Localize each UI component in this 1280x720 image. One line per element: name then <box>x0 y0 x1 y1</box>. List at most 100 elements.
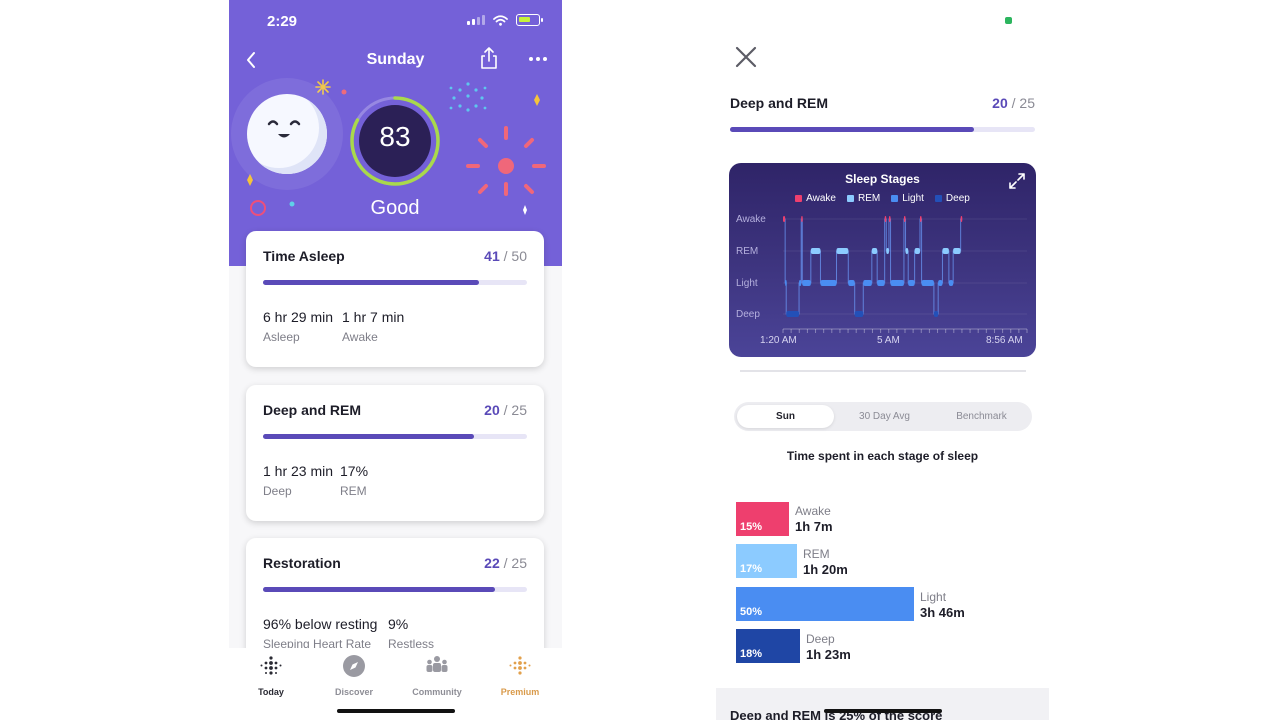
status-time: 2:29 <box>267 13 298 30</box>
deep-stat: 1 hr 23 min Deep <box>263 463 334 498</box>
close-button[interactable] <box>734 45 758 69</box>
awake-stat: 1 hr 7 min Awake <box>342 309 405 344</box>
stage-segment-rem <box>836 248 849 254</box>
segment-sun[interactable]: Sun <box>737 405 834 428</box>
chart-scrubber[interactable] <box>740 370 1026 372</box>
stage-segment-awake <box>888 216 891 222</box>
status-bar: 2:29 <box>229 0 562 44</box>
segment-30-day-avg[interactable]: 30 Day Avg <box>859 411 910 422</box>
more-options-button[interactable] <box>525 46 551 72</box>
card-title: Deep and REM <box>263 402 362 418</box>
close-icon <box>735 46 757 68</box>
tab-community[interactable]: Community <box>395 654 479 697</box>
stage-segment-awake <box>960 216 963 222</box>
stage-time-rem: 1h 20m <box>803 562 848 577</box>
battery-icon <box>516 14 543 26</box>
confetti-decoration <box>247 79 546 216</box>
x-tick-end: 8:56 AM <box>986 335 1023 346</box>
sleep-stages-plot <box>782 216 1028 333</box>
restless-stat: 9% Restless <box>388 616 435 651</box>
legend-light: Light <box>891 193 924 204</box>
legend-rem: REM <box>847 193 880 204</box>
deep-and-rem-card[interactable]: Deep and REM 20 / 25 1 hr 23 min Deep 17… <box>246 385 544 521</box>
card-score: 20 / 25 <box>484 402 527 418</box>
y-tick-deep: Deep <box>736 309 760 320</box>
compass-icon <box>343 655 365 677</box>
detail-score: 20 / 25 <box>992 95 1035 111</box>
stage-name-deep: Deep <box>806 632 835 646</box>
stage-segment-deep <box>933 311 939 317</box>
sleep-summary-screen: 2:29 Sunday <box>229 0 562 720</box>
tab-today[interactable]: Today <box>229 654 313 697</box>
stage-segment-light <box>863 280 872 286</box>
y-tick-rem: REM <box>736 246 759 257</box>
score-progress-bar <box>263 280 527 285</box>
wifi-icon <box>493 14 508 26</box>
time-asleep-card[interactable]: Time Asleep 41 / 50 6 hr 29 min Asleep 1… <box>246 231 544 367</box>
community-icon <box>426 656 448 672</box>
stage-segment-deep <box>854 311 864 317</box>
segment-benchmark[interactable]: Benchmark <box>956 411 1007 422</box>
y-tick-awake: Awake <box>736 214 766 225</box>
rem-stat: 17% REM <box>340 463 369 498</box>
range-segmented-control: Sun 30 Day Avg Benchmark <box>734 402 1032 431</box>
status-indicator-icon <box>1005 17 1012 24</box>
stage-segment-light <box>921 280 934 286</box>
premium-dots-icon <box>509 656 531 675</box>
stage-name-rem: REM <box>803 547 830 561</box>
share-button[interactable] <box>479 46 503 72</box>
footer-panel <box>716 688 1049 720</box>
stage-segment-awake <box>919 216 922 222</box>
stage-time-light: 3h 46m <box>920 605 965 620</box>
stage-name-light: Light <box>920 590 947 604</box>
stage-segment-light <box>848 280 855 286</box>
stage-bar-awake: 15% <box>736 502 789 536</box>
sleep-score-label: Good <box>370 197 420 219</box>
stage-segment-rem <box>942 248 949 254</box>
score-progress-bar <box>263 587 527 592</box>
expand-icon[interactable] <box>1008 172 1026 190</box>
tab-premium[interactable]: Premium <box>478 654 562 697</box>
stage-distribution-heading: Time spent in each stage of sleep <box>786 449 979 463</box>
stage-segment-rem <box>953 248 961 254</box>
chart-title: Sleep Stages <box>845 172 920 186</box>
sleep-stages-chart[interactable]: Sleep Stages Awake REM Light Deep Awake … <box>729 163 1036 357</box>
moon-face-icon <box>247 94 327 174</box>
y-tick-light: Light <box>736 278 758 289</box>
asleep-stat: 6 hr 29 min Asleep <box>263 309 334 344</box>
page-title: Sunday <box>366 51 425 68</box>
stage-segment-rem <box>871 248 878 254</box>
stage-segment-light <box>785 280 787 286</box>
stage-bar-deep: 18% <box>736 629 800 663</box>
share-icon <box>481 47 497 69</box>
stage-segment-awake <box>783 216 786 222</box>
stage-bar-light: 50% <box>736 587 914 621</box>
stage-segment-rem <box>905 248 909 254</box>
stage-segment-rem <box>810 248 821 254</box>
back-button[interactable] <box>237 46 265 74</box>
nav-bar: Sunday <box>229 44 562 76</box>
card-title: Restoration <box>263 555 341 571</box>
stage-segment-rem <box>914 248 920 254</box>
stage-transition-line <box>783 218 963 315</box>
stage-segment-light <box>908 280 915 286</box>
legend-deep: Deep <box>934 193 970 204</box>
stage-segment-light <box>948 280 954 286</box>
signal-icon <box>467 15 485 25</box>
fitbit-dots-icon <box>260 656 282 675</box>
legend-awake: Awake <box>795 193 836 204</box>
tab-discover[interactable]: Discover <box>312 654 396 697</box>
x-tick-mid: 5 AM <box>877 335 900 346</box>
stage-segment-light <box>877 280 885 286</box>
stage-segment-awake <box>903 216 906 222</box>
sleep-score-ring <box>350 96 440 186</box>
stage-segment-light <box>802 280 811 286</box>
bottom-tab-bar: Today Discover Community <box>229 648 562 720</box>
stage-segment-light <box>938 280 943 286</box>
home-indicator <box>337 709 455 713</box>
sleep-score-value: 83 <box>379 121 411 152</box>
card-score: 22 / 25 <box>484 555 527 571</box>
stage-time-deep: 1h 23m <box>806 647 851 662</box>
stage-segment-light <box>799 280 802 286</box>
card-title: Time Asleep <box>263 248 345 264</box>
